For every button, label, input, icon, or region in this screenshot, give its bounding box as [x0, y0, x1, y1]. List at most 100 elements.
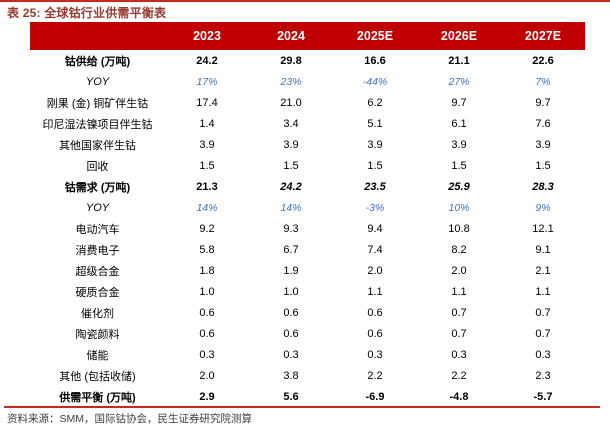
cell-value: 28.3: [532, 180, 554, 193]
cell-value: 3.9: [283, 138, 299, 151]
cell-value: 1.1: [367, 285, 383, 298]
table-row: 硬质合金 1.0 1.0 1.1 1.1 1.1: [30, 281, 585, 302]
table-title: 表 25: 全球钴行业供需平衡表: [7, 6, 167, 20]
row-label: 其他国家伴生钴: [59, 139, 136, 152]
cell-value: 3.9: [535, 138, 551, 151]
cell-value: -6.9: [365, 390, 385, 403]
cell-value: 0.6: [283, 306, 299, 319]
cell-value: 9.1: [535, 243, 551, 256]
row-label: 钴供给 (万吨): [64, 55, 131, 68]
header-cell-label: [30, 22, 165, 50]
cell-value: 2.9: [199, 390, 215, 403]
cell-value: 3.8: [283, 369, 299, 382]
cell-value: 23%: [280, 75, 302, 88]
cell-value: 25.9: [448, 180, 470, 193]
cell-value: 0.3: [367, 348, 383, 361]
cell-value: 0.6: [367, 306, 383, 319]
table-header: 2023 2024 2025E 2026E 2027E: [30, 22, 585, 50]
table-row: 储能 0.3 0.3 0.3 0.3 0.3: [30, 344, 585, 365]
header-cell-year: 2026E: [417, 22, 501, 50]
cell-value: 12.1: [532, 222, 554, 235]
cell-value: 1.5: [283, 159, 299, 172]
header-cell-year: 2023: [165, 22, 249, 50]
cell-value: 0.3: [283, 348, 299, 361]
cell-value: -5.7: [533, 390, 553, 403]
table-body: 钴供给 (万吨) 24.2 29.8 16.6 21.1 22.6 YOY 17% 23% -44…: [30, 50, 585, 407]
cell-value: 0.3: [451, 348, 467, 361]
cell-value: 22.6: [532, 54, 554, 67]
cell-value: 1.5: [451, 159, 467, 172]
cell-value: 7%: [535, 75, 551, 88]
cell-value: 24.2: [280, 180, 302, 193]
cell-value: -3%: [365, 201, 385, 214]
table-row: 钴需求 (万吨) 21.3 24.2 23.5 25.9 28.3: [30, 176, 585, 197]
table-row: 其他 (包括收储) 2.0 3.8 2.2 2.2 2.3: [30, 365, 585, 386]
header-cell-year: 2024: [249, 22, 333, 50]
cell-value: 24.2: [196, 54, 218, 67]
cell-value: 7.4: [367, 243, 383, 256]
row-label: 钴需求 (万吨): [64, 181, 131, 194]
table-row: 供需平衡 (万吨) 2.9 5.6 -6.9 -4.8 -5.7: [30, 386, 585, 407]
cell-value: 27%: [448, 75, 470, 88]
cell-value: 21.0: [280, 96, 302, 109]
cell-value: 10.8: [448, 222, 470, 235]
cell-value: 6.7: [283, 243, 299, 256]
cell-value: 8.2: [451, 243, 467, 256]
row-label: YOY: [85, 75, 110, 88]
header-cell-year: 2027E: [501, 22, 585, 50]
row-label: 陶瓷颜料: [75, 328, 120, 341]
table-row: YOY 17% 23% -44% 27% 7%: [30, 71, 585, 92]
row-label: 催化剂: [81, 307, 114, 320]
cell-value: 1.8: [199, 264, 215, 277]
cell-value: 1.0: [283, 285, 299, 298]
row-label: 刚果 (金) 铜矿伴生钴: [46, 97, 149, 110]
cell-value: 23.5: [364, 180, 386, 193]
cell-value: 0.7: [535, 327, 551, 340]
cell-value: -4.8: [449, 390, 469, 403]
table-row: 超级合金 1.8 1.9 2.0 2.0 2.1: [30, 260, 585, 281]
cell-value: 0.7: [451, 327, 467, 340]
cell-value: 0.7: [451, 306, 467, 319]
cell-value: 1.5: [535, 159, 551, 172]
cell-value: 0.6: [367, 327, 383, 340]
cell-value: 6.1: [451, 117, 467, 130]
table-row: 钴供给 (万吨) 24.2 29.8 16.6 21.1 22.6: [30, 50, 585, 71]
cell-value: 3.4: [283, 117, 299, 130]
cell-value: 7.6: [535, 117, 551, 130]
cell-value: 10%: [448, 201, 470, 214]
cell-value: -44%: [362, 75, 388, 88]
cell-value: 0.6: [283, 327, 299, 340]
row-label: 印尼湿法镍项目伴生钴: [42, 118, 153, 131]
cell-value: 9.4: [367, 222, 383, 235]
cell-value: 3.9: [367, 138, 383, 151]
cell-value: 3.9: [199, 138, 215, 151]
cell-value: 9.7: [535, 96, 551, 109]
row-label: 超级合金: [75, 265, 120, 278]
cell-value: 1.1: [535, 285, 551, 298]
cell-value: 14%: [196, 201, 218, 214]
cell-value: 2.0: [451, 264, 467, 277]
cell-value: 0.7: [535, 306, 551, 319]
cell-value: 0.3: [535, 348, 551, 361]
cell-value: 21.3: [196, 180, 218, 193]
cell-value: 14%: [280, 201, 302, 214]
cell-value: 21.1: [448, 54, 470, 67]
cell-value: 9.3: [283, 222, 299, 235]
table-row: 催化剂 0.6 0.6 0.6 0.7 0.7: [30, 302, 585, 323]
table-row: YOY 14% 14% -3% 10% 9%: [30, 197, 585, 218]
row-label: 硬质合金: [75, 286, 120, 299]
source-note: 资料来源：SMM，国际钴协会，民生证券研究院测算: [7, 413, 252, 425]
cell-value: 29.8: [280, 54, 302, 67]
table-row: 消费电子 5.8 6.7 7.4 8.2 9.1: [30, 239, 585, 260]
header-cell-year: 2025E: [333, 22, 417, 50]
cell-value: 5.8: [199, 243, 215, 256]
cell-value: 1.0: [199, 285, 215, 298]
bottom-divider-line: [4, 406, 600, 408]
top-divider-line: [0, 0, 610, 2]
row-label: 储能: [86, 349, 109, 362]
table-row: 回收 1.5 1.5 1.5 1.5 1.5: [30, 155, 585, 176]
cell-value: 0.6: [199, 306, 215, 319]
cell-value: 2.2: [367, 369, 383, 382]
cell-value: 9.7: [451, 96, 467, 109]
